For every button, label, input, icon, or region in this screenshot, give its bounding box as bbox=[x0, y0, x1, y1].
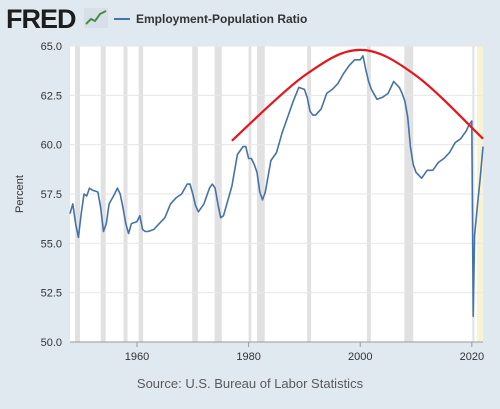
x-tick-label: 1960 bbox=[125, 351, 149, 363]
series-line bbox=[69, 55, 484, 318]
y-tick-label: 55.0 bbox=[41, 238, 62, 250]
legend-swatch bbox=[114, 18, 130, 20]
y-tick-label: 52.5 bbox=[41, 288, 62, 300]
legend-series-label: Employment-Population Ratio bbox=[136, 12, 308, 26]
annotation-arc bbox=[231, 48, 484, 142]
y-tick-label: 65.0 bbox=[41, 41, 62, 53]
y-tick-label: 57.5 bbox=[41, 189, 62, 201]
x-tick-label: 2000 bbox=[348, 351, 372, 363]
x-tick-label: 1980 bbox=[236, 351, 260, 363]
header: FRED Employment-Population Ratio bbox=[0, 0, 500, 40]
y-tick-label: 62.5 bbox=[41, 90, 62, 102]
y-axis-label: Percent bbox=[14, 175, 26, 213]
fred-logo[interactable]: FRED bbox=[6, 4, 76, 34]
y-tick-label: 60.0 bbox=[41, 140, 62, 152]
y-tick-label: 50.0 bbox=[41, 337, 62, 349]
trend-line-icon bbox=[84, 8, 108, 28]
x-tick-label: 2020 bbox=[460, 351, 484, 363]
source-note: Source: U.S. Bureau of Labor Statistics bbox=[136, 376, 364, 391]
